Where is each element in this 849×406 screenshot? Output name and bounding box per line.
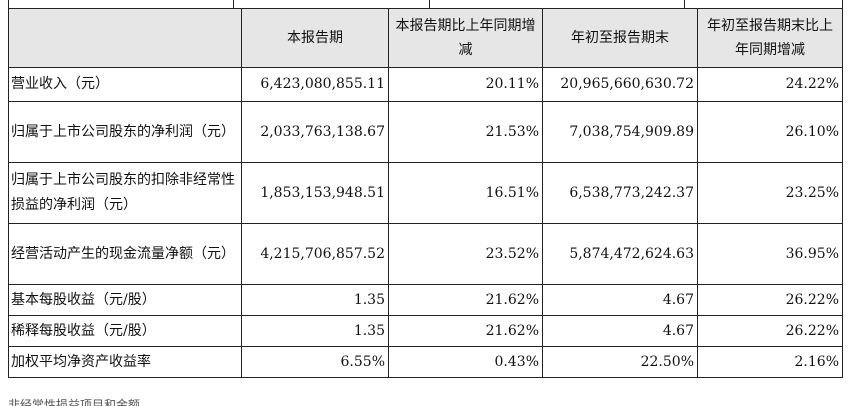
table-row: 基本每股收益（元/股） 1.35 21.62% 4.67 26.22%	[8, 284, 843, 316]
table-row: 归属于上市公司股东的净利润（元） 2,033,763,138.67 21.53%…	[8, 101, 843, 163]
cell-current-period: 6.55%	[241, 346, 389, 378]
cell-year-to-date: 4.67	[542, 315, 698, 347]
cell-current-period-yoy: 21.62%	[388, 284, 543, 316]
cell-current-period-yoy: 23.52%	[388, 223, 543, 285]
cell-year-to-date: 22.50%	[542, 346, 698, 378]
cell-current-period: 4,215,706,857.52	[241, 223, 389, 285]
header-current-period: 本报告期	[241, 8, 389, 68]
cell-year-to-date-yoy: 26.10%	[697, 101, 843, 163]
row-label: 归属于上市公司股东的扣除非经常性损益的净利润（元）	[8, 162, 242, 224]
row-label: 稀释每股收益（元/股）	[8, 315, 242, 347]
table-row: 稀释每股收益（元/股） 1.35 21.62% 4.67 26.22%	[8, 315, 843, 347]
row-label: 加权平均净资产收益率	[8, 346, 242, 378]
cell-year-to-date: 4.67	[542, 284, 698, 316]
cell-current-period-yoy: 20.11%	[388, 67, 543, 102]
cut-off-footer-text: 非经常性损益项目和金额	[8, 398, 141, 406]
cell-current-period: 1,853,153,948.51	[241, 162, 389, 224]
cell-year-to-date-yoy: 2.16%	[697, 346, 843, 378]
cell-year-to-date: 20,965,660,630.72	[542, 67, 698, 102]
cell-year-to-date-yoy: 26.22%	[697, 284, 843, 316]
cell-current-period-yoy: 21.53%	[388, 101, 543, 163]
row-label: 经营活动产生的现金流量净额（元）	[8, 223, 242, 285]
table-row: 归属于上市公司股东的扣除非经常性损益的净利润（元） 1,853,153,948.…	[8, 162, 843, 224]
cell-year-to-date-yoy: 23.25%	[697, 162, 843, 224]
cell-current-period: 6,423,080,855.11	[241, 67, 389, 102]
table-header-row: 本报告期 本报告期比上年同期增减 年初至报告期末 年初至报告期末比上年同期增减	[8, 8, 843, 68]
row-label: 归属于上市公司股东的净利润（元）	[8, 101, 242, 163]
cell-year-to-date-yoy: 36.95%	[697, 223, 843, 285]
row-label: 营业收入（元）	[8, 67, 242, 102]
cell-year-to-date: 6,538,773,242.37	[542, 162, 698, 224]
cell-current-period: 1.35	[241, 284, 389, 316]
table-row: 经营活动产生的现金流量净额（元） 4,215,706,857.52 23.52%…	[8, 223, 843, 285]
row-label: 基本每股收益（元/股）	[8, 284, 242, 316]
cell-year-to-date: 7,038,754,909.89	[542, 101, 698, 163]
cell-current-period-yoy: 21.62%	[388, 315, 543, 347]
cell-year-to-date-yoy: 26.22%	[697, 315, 843, 347]
previous-table-edge	[8, 0, 843, 8]
financial-data-table: 本报告期 本报告期比上年同期增减 年初至报告期末 年初至报告期末比上年同期增减 …	[8, 8, 843, 378]
cell-current-period-yoy: 0.43%	[388, 346, 543, 378]
table-row: 加权平均净资产收益率 6.55% 0.43% 22.50% 2.16%	[8, 346, 843, 378]
header-year-to-date: 年初至报告期末	[542, 8, 698, 68]
cell-year-to-date: 5,874,472,624.63	[542, 223, 698, 285]
header-current-period-yoy: 本报告期比上年同期增减	[388, 8, 543, 68]
cell-current-period: 2,033,763,138.67	[241, 101, 389, 163]
table-row: 营业收入（元） 6,423,080,855.11 20.11% 20,965,6…	[8, 67, 843, 102]
header-blank-cell	[8, 8, 242, 68]
cell-current-period: 1.35	[241, 315, 389, 347]
cell-year-to-date-yoy: 24.22%	[697, 67, 843, 102]
header-year-to-date-yoy: 年初至报告期末比上年同期增减	[697, 8, 843, 68]
cell-current-period-yoy: 16.51%	[388, 162, 543, 224]
